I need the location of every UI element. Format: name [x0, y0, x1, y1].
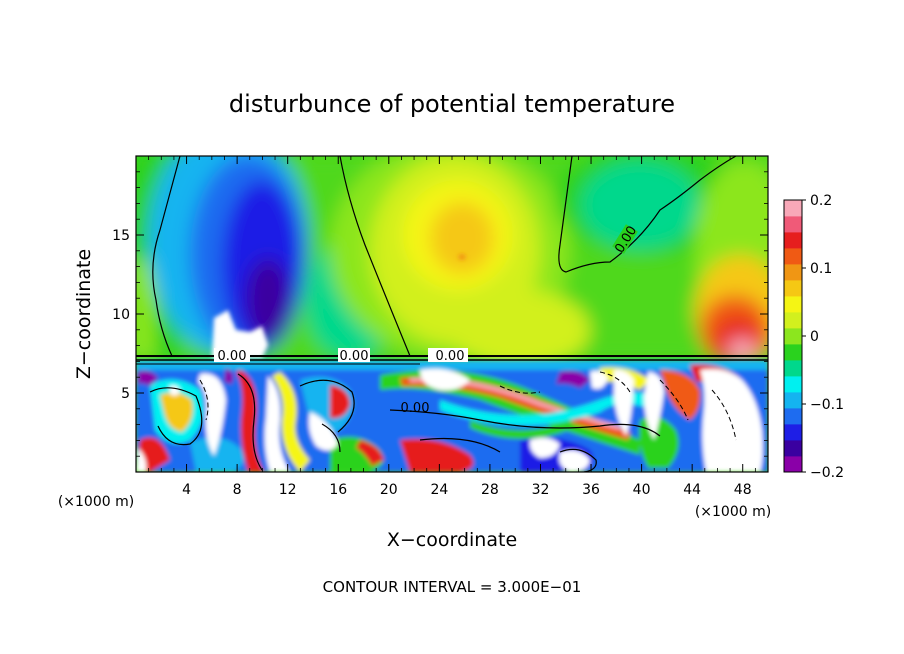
colorbar-swatch [784, 328, 802, 345]
chart-title: disturbunce of potential temperature [229, 90, 675, 118]
colorbar-swatch [784, 216, 802, 233]
y-tick-label: 10 [112, 307, 130, 323]
colorbar-swatch [784, 200, 802, 217]
colorbar-swatch [784, 440, 802, 457]
colorbar-swatch [784, 248, 802, 265]
colorbar-tick-label: 0.1 [810, 261, 832, 277]
x-tick-label: 24 [430, 482, 448, 498]
colorbar-swatch [784, 296, 802, 313]
contour-label-4: 0.00 [436, 349, 465, 364]
colorbar-tick-label: −0.2 [810, 465, 844, 481]
colorbar-swatch [784, 312, 802, 329]
x-tick-label: 4 [182, 482, 191, 498]
contour-label-2: 0.00 [218, 349, 247, 364]
colorbar-swatch [784, 456, 802, 473]
colorbar-swatch [784, 264, 802, 281]
x-tick-label: 20 [380, 482, 398, 498]
contour-label-3: 0.00 [340, 349, 369, 364]
x-tick-label: 40 [633, 482, 651, 498]
y-axis: 5 10 15 [112, 171, 768, 457]
contour-interval-note: CONTOUR INTERVAL = 3.000E−01 [323, 578, 582, 596]
contour-lines-dashed [199, 371, 737, 441]
colorbar-swatch [784, 232, 802, 249]
colorbar-swatch [784, 344, 802, 361]
colorbar-swatch [784, 424, 802, 441]
y-axis-label: Z−coordinate [73, 249, 95, 379]
x-tick-label: 28 [481, 482, 499, 498]
x-unit-right: (×1000 m) [695, 504, 771, 520]
colorbar-swatch [784, 280, 802, 297]
y-tick-label: 5 [121, 386, 130, 402]
colorbar-swatch [784, 360, 802, 377]
colorbar-swatch [784, 408, 802, 425]
upper-layer [136, 156, 768, 370]
x-tick-label: 44 [683, 482, 701, 498]
x-tick-label: 48 [734, 482, 752, 498]
contour-label-5: 0.00 [401, 401, 430, 416]
y-tick-label: 15 [112, 228, 130, 244]
colorbar-swatch [784, 376, 802, 393]
colorbar-swatch [784, 392, 802, 409]
x-unit-left: (×1000 m) [58, 494, 134, 510]
upper-white-patch [212, 254, 466, 358]
colorbar: 0.2 0.1 0 −0.1 −0.2 [783, 193, 844, 481]
x-tick-label: 16 [329, 482, 347, 498]
x-tick-label: 32 [532, 482, 550, 498]
contour-labels: 0.00 0.00 0.00 0.00 0.00 [214, 224, 640, 416]
x-axis-label: X−coordinate [387, 529, 517, 551]
x-tick-label: 12 [279, 482, 297, 498]
x-axis: 4 8 12 16 20 24 28 32 36 40 44 48 [148, 156, 756, 498]
colorbar-tick-label: −0.1 [810, 397, 844, 413]
lower-layer [136, 360, 768, 472]
x-tick-label: 8 [233, 482, 242, 498]
colorbar-tick-label: 0 [810, 329, 819, 345]
heatmap-field: 0.00 0.00 0.00 0.00 0.00 [136, 156, 768, 472]
x-tick-label: 36 [582, 482, 600, 498]
colorbar-tick-label: 0.2 [810, 193, 832, 209]
